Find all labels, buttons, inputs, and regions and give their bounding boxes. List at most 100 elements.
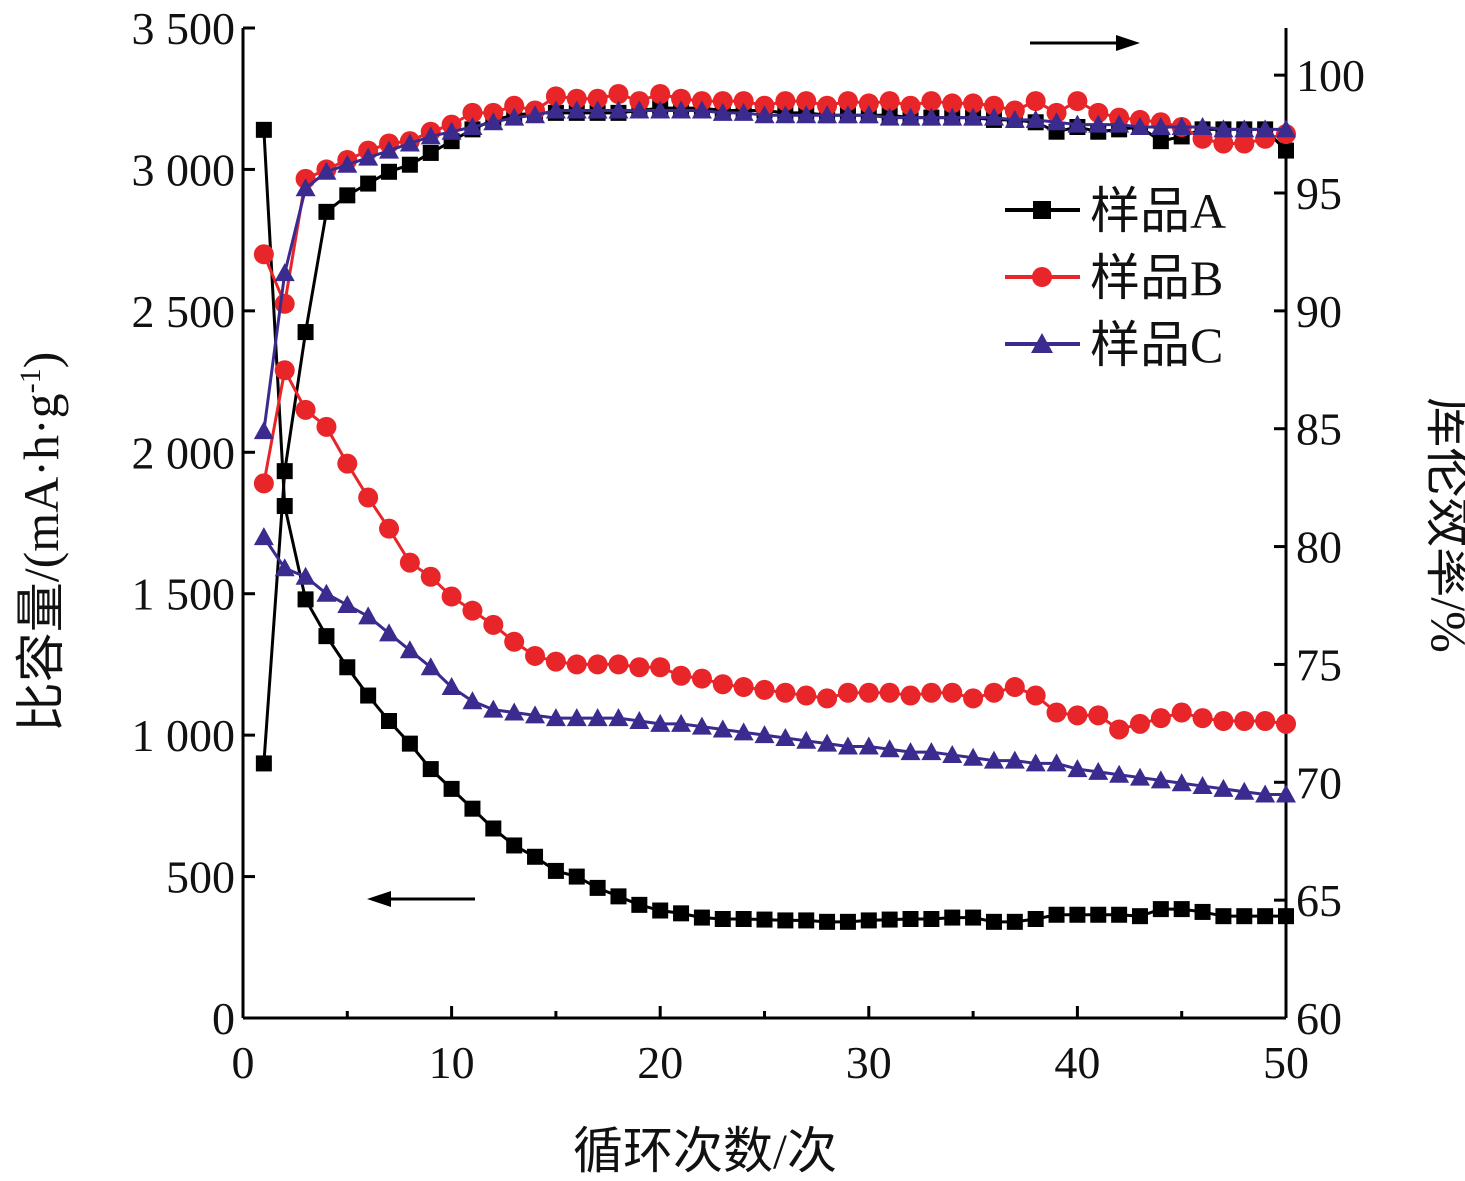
data-point-circle (545, 86, 566, 107)
left-y-axis-title-superscript: -1 (14, 368, 47, 393)
data-point-triangle (712, 719, 733, 738)
legend-marker-triangle (1031, 333, 1053, 353)
data-point-circle (379, 518, 400, 539)
data-point-circle (608, 84, 629, 104)
right-axis-arrow (1030, 35, 1140, 51)
data-point-square (485, 820, 502, 837)
data-point-square (297, 591, 314, 608)
data-point-triangle (837, 736, 858, 755)
data-point-square (255, 121, 272, 138)
series-样品C-right (253, 100, 1296, 440)
data-point-square (1236, 908, 1253, 925)
data-point-triangle (983, 107, 1004, 126)
data-point-circle (817, 688, 838, 709)
data-point-triangle (274, 263, 295, 282)
axes (241, 28, 1288, 1020)
left-y-axis-title-close: ) (13, 352, 69, 369)
data-point-square (443, 780, 460, 797)
data-point-square (276, 498, 293, 515)
x-axis-ticks: 0 10 20 30 40 50 (232, 1006, 1309, 1088)
data-point-circle (796, 91, 817, 112)
data-point-square (360, 175, 377, 192)
data-point-triangle (1109, 764, 1130, 783)
data-point-circle (587, 88, 608, 109)
data-point-triangle (1171, 773, 1192, 792)
data-point-square (339, 187, 356, 204)
legend-label-c: 样品C (1090, 317, 1223, 373)
data-point-triangle (1171, 117, 1192, 135)
data-point-circle (775, 682, 796, 703)
data-point-circle (566, 88, 587, 109)
data-point-circle (253, 244, 274, 265)
data-point-circle (712, 91, 733, 112)
data-point-triangle (1129, 767, 1150, 786)
data-point-triangle (858, 736, 879, 755)
data-point-triangle (441, 121, 462, 140)
data-point-triangle (379, 623, 400, 642)
left-y-tick-label: 1 000 (132, 710, 236, 761)
data-point-circle (691, 668, 712, 689)
data-point-triangle (1088, 114, 1109, 133)
data-point-triangle (1276, 784, 1296, 803)
data-point-triangle (900, 742, 921, 761)
data-point-triangle (691, 100, 712, 119)
data-point-triangle (1046, 112, 1067, 131)
data-point-triangle (942, 107, 963, 126)
data-point-square (673, 905, 690, 922)
data-point-triangle (1025, 109, 1046, 128)
series-样品A-left (255, 121, 1294, 930)
data-point-triangle (462, 691, 483, 710)
data-point-circle (733, 91, 754, 112)
data-point-circle (837, 682, 858, 703)
data-point-triangle (796, 105, 817, 124)
data-point-circle (858, 682, 879, 703)
data-point-square (1152, 133, 1169, 150)
x-tick-label: 10 (429, 1037, 475, 1088)
right-y-tick-label: 75 (1296, 639, 1342, 690)
data-point-circle (399, 552, 420, 573)
data-point-square (506, 837, 523, 854)
legend-item-c: 样品C (1005, 317, 1223, 373)
data-point-square (1069, 906, 1086, 923)
data-point-triangle (1067, 759, 1088, 778)
data-point-circle (525, 645, 546, 666)
data-point-square (1278, 142, 1294, 159)
data-point-triangle (817, 105, 838, 124)
legend-label-b: 样品B (1090, 250, 1223, 306)
data-point-triangle (650, 100, 671, 119)
legend-item-b: 样品B (1005, 250, 1223, 306)
data-point-triangle (754, 105, 775, 124)
data-point-triangle (295, 178, 316, 197)
data-point-square (902, 911, 919, 927)
data-point-square (985, 913, 1002, 930)
left-y-tick-label: 3 500 (132, 3, 236, 54)
data-point-square (255, 755, 272, 772)
data-point-circle (942, 682, 963, 703)
data-point-square (631, 896, 648, 913)
data-point-square (819, 913, 836, 930)
data-point-circle (295, 399, 316, 420)
data-point-triangle (483, 699, 504, 718)
data-point-square (693, 909, 710, 926)
series-样品C-left (253, 527, 1296, 803)
x-axis-title: 循环次数/次 (573, 1123, 837, 1179)
data-point-circle (754, 679, 775, 700)
data-point-triangle (274, 558, 295, 577)
data-point-triangle (671, 100, 692, 119)
data-point-circle (900, 95, 921, 116)
data-point-triangle (1192, 117, 1213, 135)
data-point-square (1215, 908, 1232, 925)
data-point-triangle (1276, 119, 1296, 138)
series-line (262, 536, 1286, 797)
data-point-circle (1129, 713, 1150, 734)
data-point-square (1131, 908, 1148, 925)
data-point-circle (253, 473, 274, 494)
data-point-triangle (983, 750, 1004, 769)
data-point-circle (1234, 711, 1255, 731)
data-point-circle (1213, 133, 1234, 154)
data-point-triangle (1004, 109, 1025, 128)
data-point-circle (1234, 133, 1255, 154)
data-point-triangle (337, 154, 358, 173)
legend-marker-square (1033, 201, 1051, 219)
data-point-square (589, 879, 606, 896)
